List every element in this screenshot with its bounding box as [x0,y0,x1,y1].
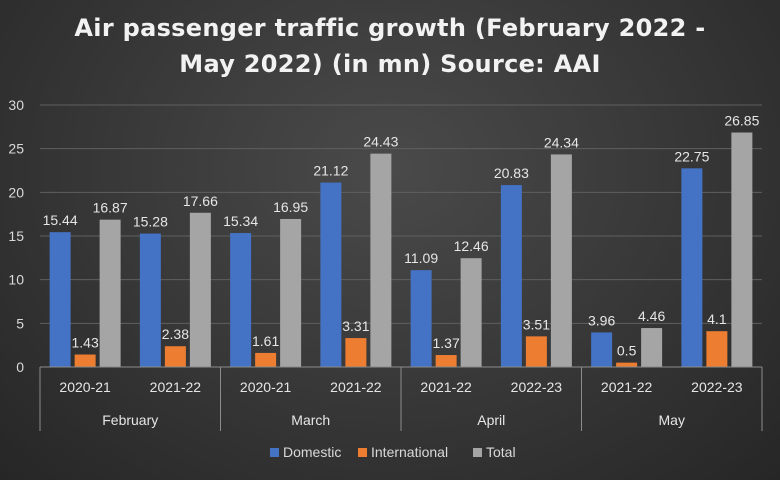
bar-international-3 [345,338,367,367]
data-label-total: 4.46 [638,308,665,324]
x-category-label: 2021-22 [150,379,202,395]
x-category-label: 2021-22 [420,379,472,395]
data-label-domestic: 15.34 [223,213,258,229]
legend-swatch-total [473,448,482,457]
y-tick-label: 5 [16,315,24,331]
bar-domestic-6 [591,332,613,367]
x-category-label: 2021-22 [330,379,382,395]
data-label-domestic: 21.12 [313,163,348,179]
y-tick-label: 0 [16,359,24,375]
data-label-international: 3.31 [342,318,369,334]
data-label-domestic: 15.44 [43,212,78,228]
chart-title-line-2: May 2022) (in mn) Source: AAI [179,50,601,78]
data-label-domestic: 20.83 [494,165,529,181]
y-tick-label: 20 [8,184,24,200]
data-label-domestic: 15.28 [133,214,168,230]
data-label-international: 4.1 [707,311,727,327]
y-tick-label: 25 [8,141,24,157]
bar-domestic-4 [410,270,432,367]
x-group-label-march: March [291,412,330,428]
data-label-international: 3.51 [523,316,550,332]
x-category-label: 2020-21 [59,379,111,395]
x-group-label-may: May [659,412,685,428]
data-label-total: 17.66 [183,193,218,209]
legend-swatch-domestic [270,448,279,457]
data-label-total: 24.34 [544,134,579,150]
bar-international-0 [74,354,96,367]
bar-domestic-5 [500,185,522,367]
data-label-international: 1.61 [252,333,279,349]
bar-international-6 [616,362,638,367]
data-label-domestic: 11.09 [404,250,438,266]
bar-total-5 [550,154,572,367]
legend-swatch-international [358,448,367,457]
legend-label-domestic: Domestic [283,444,341,460]
bar-total-6 [641,328,663,367]
bar-international-5 [525,336,547,367]
data-label-total: 24.43 [363,134,398,150]
data-label-international: 1.43 [72,335,99,351]
bar-total-7 [731,132,753,367]
y-tick-label: 15 [8,228,24,244]
data-label-total: 26.85 [724,113,759,129]
bar-total-2 [280,218,302,367]
x-category-label: 2020-21 [240,379,292,395]
bar-domestic-1 [139,233,161,367]
bar-domestic-7 [681,168,703,367]
bar-total-4 [460,258,482,367]
data-label-total: 12.46 [454,238,489,254]
bar-total-0 [99,219,121,367]
x-category-label: 2021-22 [601,379,653,395]
chart-title-line-1: Air passenger traffic growth (February 2… [74,14,706,42]
bar-domestic-0 [49,232,71,367]
chart-title: Air passenger traffic growth (February 2… [0,10,780,82]
bar-domestic-3 [320,182,342,367]
data-label-international: 1.37 [433,335,460,351]
x-group-label-february: February [102,412,158,428]
data-label-total: 16.95 [273,199,308,215]
bar-international-4 [435,355,457,367]
data-label-domestic: 3.96 [588,312,615,328]
bar-total-3 [370,153,392,367]
bar-international-2 [255,352,277,367]
bar-international-7 [706,331,728,367]
y-tick-label: 30 [8,97,24,113]
legend-label-total: Total [486,444,516,460]
x-category-label: 2022-23 [691,379,743,395]
bar-international-1 [164,346,186,367]
data-label-international: 2.38 [162,326,189,342]
data-label-international: 0.5 [617,343,637,359]
x-group-label-april: April [477,412,505,428]
x-category-label: 2022-23 [511,379,563,395]
legend-label-international: International [371,444,448,460]
y-tick-label: 10 [8,272,24,288]
bar-total-1 [189,212,211,367]
data-label-total: 16.87 [93,200,128,216]
data-label-domestic: 22.75 [674,148,709,164]
bar-domestic-2 [230,233,252,367]
